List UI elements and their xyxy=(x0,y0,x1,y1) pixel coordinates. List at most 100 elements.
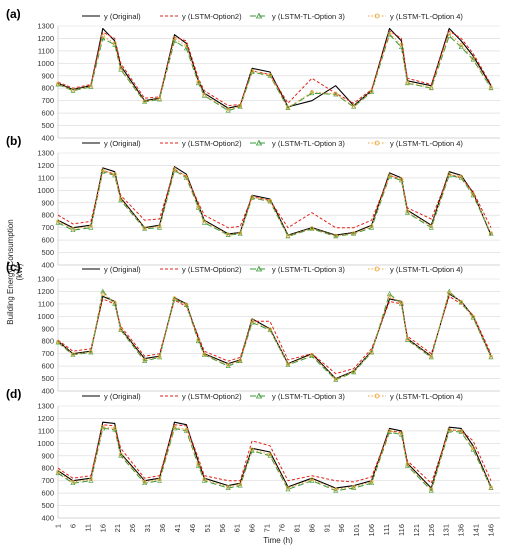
x-tick-label: 16 xyxy=(98,524,107,532)
data-point xyxy=(112,172,117,177)
data-point xyxy=(351,369,356,374)
legend-label: y (LSTM-Option2) xyxy=(182,392,242,401)
data-point xyxy=(142,480,147,484)
data-point xyxy=(488,231,494,236)
data-point xyxy=(471,446,476,451)
data-point xyxy=(100,34,105,38)
data-point xyxy=(309,353,314,357)
data-point xyxy=(88,349,93,354)
data-point xyxy=(70,352,76,357)
data-point xyxy=(157,354,162,359)
data-point xyxy=(142,358,148,364)
data-point xyxy=(196,462,201,467)
data-point xyxy=(88,224,93,229)
legend-marker xyxy=(374,140,380,146)
data-point xyxy=(195,462,201,468)
data-point xyxy=(112,41,117,46)
data-point xyxy=(351,231,357,236)
data-point xyxy=(157,224,162,229)
data-point xyxy=(88,477,93,482)
x-tick-label: 121 xyxy=(412,524,421,537)
legend: y (Original) y (LSTM-Option2) y (LSTM-TL-O… xyxy=(82,12,463,21)
data-point xyxy=(333,91,339,97)
data-point xyxy=(88,477,94,483)
data-point xyxy=(369,349,374,354)
data-point xyxy=(157,96,163,102)
y-tick-label: 800 xyxy=(41,464,54,473)
y-tick-label: 800 xyxy=(41,84,54,93)
y-tick-label: 500 xyxy=(41,248,54,257)
data-point xyxy=(405,80,410,85)
legend-label: y (LSTM-TL-Option 4) xyxy=(390,139,463,148)
x-tick-label: 136 xyxy=(457,524,466,537)
data-point xyxy=(226,232,231,237)
data-point xyxy=(398,44,404,50)
data-point xyxy=(404,80,410,86)
data-point xyxy=(195,338,201,344)
data-point xyxy=(447,427,452,432)
y-tick-label: 900 xyxy=(41,451,54,460)
data-point xyxy=(459,174,464,179)
data-point xyxy=(88,224,94,230)
y-tick-label: 400 xyxy=(41,134,54,143)
data-point xyxy=(142,357,147,362)
data-point xyxy=(112,300,117,305)
data-point xyxy=(171,425,177,431)
y-tick-label: 400 xyxy=(41,387,54,396)
y-tick-label: 500 xyxy=(41,374,54,383)
data-point xyxy=(428,224,434,230)
data-point xyxy=(184,427,189,432)
data-point xyxy=(238,104,243,109)
data-point xyxy=(157,96,162,101)
data-point xyxy=(268,199,272,203)
data-point xyxy=(369,480,374,484)
data-point xyxy=(172,296,177,301)
legend-marker xyxy=(374,266,380,272)
legend-label: y (LSTM-TL-Option 3) xyxy=(272,139,345,148)
data-point xyxy=(237,482,243,488)
x-tick-label: 26 xyxy=(128,524,137,532)
data-point xyxy=(399,300,404,305)
data-point xyxy=(446,428,452,433)
data-point xyxy=(428,85,434,91)
data-point xyxy=(183,428,189,433)
data-point xyxy=(157,354,163,360)
y-tick-label: 500 xyxy=(41,501,54,510)
data-point xyxy=(446,172,452,178)
legend: y (Original) y (LSTM-Option2) y (LSTM-TL-O… xyxy=(82,265,463,274)
data-point xyxy=(157,224,163,230)
x-tick-label: 141 xyxy=(472,524,481,537)
data-point xyxy=(459,300,464,304)
y-tick-label: 600 xyxy=(41,489,54,498)
data-point xyxy=(250,318,255,323)
data-point xyxy=(71,480,75,484)
data-point xyxy=(333,233,338,238)
data-point xyxy=(142,226,147,231)
legend-label: y (LSTM-Option2) xyxy=(182,12,242,21)
data-point xyxy=(70,87,76,93)
legend-label: y (Original) xyxy=(104,392,141,401)
data-point xyxy=(459,428,464,433)
series-line xyxy=(57,290,492,381)
data-point xyxy=(470,192,476,198)
x-tick-label: 66 xyxy=(248,524,257,532)
data-point xyxy=(118,197,123,201)
y-tick-label: 1300 xyxy=(37,149,54,158)
data-point xyxy=(470,446,476,452)
y-tick-label: 900 xyxy=(41,198,54,207)
data-point xyxy=(369,89,374,94)
data-point xyxy=(447,172,452,177)
data-point xyxy=(285,233,291,239)
data-point xyxy=(471,315,476,319)
data-point xyxy=(118,327,123,332)
legend-label: y (LSTM-Option2) xyxy=(182,139,242,148)
data-point xyxy=(369,480,375,486)
x-tick-label: 131 xyxy=(442,524,451,537)
data-point xyxy=(142,480,148,486)
x-tick-label: 111 xyxy=(382,524,391,535)
y-tick-label: 800 xyxy=(41,211,54,220)
data-point xyxy=(226,484,231,489)
data-point xyxy=(398,431,404,437)
y-tick-label: 1200 xyxy=(37,414,54,423)
data-point xyxy=(309,477,314,482)
